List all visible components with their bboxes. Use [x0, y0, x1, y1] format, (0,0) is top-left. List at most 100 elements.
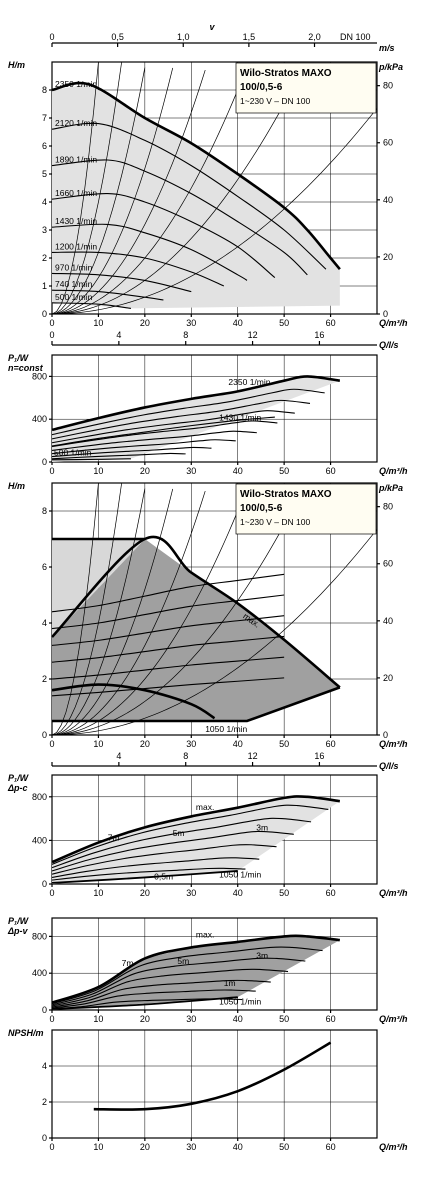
y-axis-label: n=const: [8, 363, 44, 373]
x-tick-label: 40: [233, 466, 243, 476]
x-axis-label: Q/m³/h: [379, 466, 408, 476]
y-tick-label: 2: [42, 1097, 47, 1107]
speed-curve: [51, 193, 276, 279]
p-axis-label: p/kPa: [378, 483, 403, 493]
y-tick-label: 2: [42, 674, 47, 684]
y-tick-label: 6: [42, 562, 47, 572]
x-tick-label: 50: [279, 466, 289, 476]
y-tick-label: 6: [42, 141, 47, 151]
y-tick-label: 800: [32, 931, 47, 941]
system-curve: [51, 488, 146, 736]
ls-tick-label: 4: [116, 330, 121, 340]
y-axis-label: P₁/W: [8, 773, 30, 783]
system-curve: [51, 482, 122, 736]
y-tick-label: 2: [42, 253, 47, 263]
head-label-05m: 0,5m: [154, 872, 173, 882]
x-tick-label: 30: [186, 318, 196, 328]
chart-npsh: 0 10 20 30 40 50 60 Q/m³/h 0 2 4 NPSH/m: [8, 1028, 408, 1152]
x-tick-label: 60: [326, 739, 336, 749]
dpv-curve: [51, 946, 323, 1005]
velocity-tick-label: 2,0: [308, 32, 321, 42]
ls-tick-label: 12: [248, 330, 258, 340]
x-tick-label: 50: [279, 1142, 289, 1152]
pump-model: 100/0,5-6: [240, 82, 283, 93]
speed-curve: [51, 302, 131, 309]
velocity-unit: m/s: [379, 43, 395, 53]
y-tick-label: 0: [42, 730, 47, 740]
x-tick-label: 0: [49, 318, 54, 328]
x-tick-label: 60: [326, 1142, 336, 1152]
y-tick-label: 0: [42, 309, 47, 319]
x-tick-label: 40: [233, 888, 243, 898]
velocity-tick-label: 0,5: [111, 32, 124, 42]
x-tick-label: 0: [49, 1014, 54, 1024]
dpc-curve: [51, 830, 294, 872]
p-tick-label: 20: [383, 252, 393, 262]
x-tick-label: 60: [326, 888, 336, 898]
x-tick-label: 20: [140, 1014, 150, 1024]
speed-curve: [51, 122, 327, 270]
system-curve: [51, 69, 206, 315]
x-tick-label: 60: [326, 1014, 336, 1024]
system-curve: [51, 482, 99, 736]
power-speed-curve: [51, 399, 311, 440]
speed-curve: [51, 159, 308, 276]
speed-curve: [51, 289, 164, 301]
x-tick-label: 50: [279, 318, 289, 328]
power-curve-label: 1430 1/min: [219, 412, 261, 422]
ls-tick-label: 16: [314, 751, 324, 761]
x-tick-label: 20: [140, 1142, 150, 1152]
head-label-1m: 1m: [224, 978, 236, 988]
x-tick-label: 50: [279, 739, 289, 749]
y-tick-label: 4: [42, 1061, 47, 1071]
system-curve: [51, 68, 304, 315]
y-tick-label: 1: [42, 281, 47, 291]
y-tick-label: 400: [32, 414, 47, 424]
x-tick-label: 40: [233, 1142, 243, 1152]
npsh-curve: [93, 1041, 332, 1111]
control-range-area: [52, 539, 340, 721]
velocity-tick-label: 0: [49, 32, 54, 42]
x-tick-label: 40: [233, 1014, 243, 1024]
velocity-axis: v 0 0,5 1,0 1,5 2,0 DN 100 m/s: [49, 22, 394, 53]
p-tick-label: 80: [383, 502, 393, 512]
max-power-curve: [51, 934, 341, 1004]
velocity-symbol: v: [209, 22, 215, 32]
velocity-tick-label: 1,5: [243, 32, 256, 42]
dpv-curve: [51, 968, 289, 1007]
speed-curve-label: 740 1/min: [55, 279, 93, 289]
y-tick-label: 800: [32, 371, 47, 381]
speed-curve: [51, 272, 192, 293]
power-speed-curve: [51, 420, 278, 448]
p-axis-label: p/kPa: [378, 62, 403, 72]
x-axis-label: Q/m³/h: [379, 1142, 408, 1152]
power-curve-label: 2350 1/min: [228, 377, 270, 387]
y-tick-label: 0: [42, 457, 47, 467]
ls-tick-label: 0: [49, 330, 54, 340]
x-tick-label: 10: [93, 888, 103, 898]
min-speed-label: 1050 1/min: [219, 996, 261, 1006]
ls-axis-unit: Q/l/s: [379, 340, 399, 350]
x-tick-label: 30: [186, 466, 196, 476]
max-label: max.: [196, 929, 214, 939]
x-tick-label: 30: [186, 739, 196, 749]
power-speed-curve: [51, 388, 325, 436]
speed-curve-label: 2350 1/min: [55, 79, 97, 89]
plot-frame: [51, 354, 378, 463]
power-speed-curve: [51, 410, 295, 444]
power-speed-curve: [51, 452, 186, 460]
pump-supply: 1~230 V – DN 100: [240, 517, 310, 527]
y-tick-label: 400: [32, 835, 47, 845]
y-axis-label: P₁/W: [8, 353, 30, 363]
speed-curve-label: 2120 1/min: [55, 118, 97, 128]
control-curve: [51, 635, 285, 663]
p-tick-label: 40: [383, 616, 393, 626]
dn-label: DN 100: [340, 32, 371, 42]
y-axis-label: NPSH/m: [8, 1028, 44, 1038]
dpc-curve: [51, 857, 260, 879]
dpv-curve: [51, 957, 306, 1006]
speed-curve-label: 500 1/min: [55, 292, 93, 302]
